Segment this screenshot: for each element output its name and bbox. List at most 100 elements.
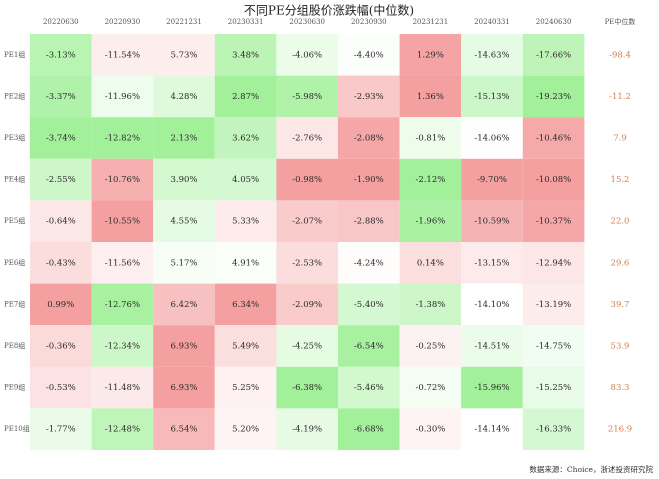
cell-value-label: -1.96% — [415, 217, 445, 227]
heatmap-cell — [153, 117, 215, 159]
cell-value-label: -19.23% — [536, 92, 571, 102]
cell-value-label: -9.70% — [477, 175, 507, 185]
heatmap-cell — [153, 200, 215, 242]
cell-value-label: 5.33% — [232, 217, 259, 227]
heatmap-cell — [91, 325, 154, 367]
heatmap-cell — [399, 325, 462, 367]
cell-value-label: -4.19% — [292, 425, 322, 435]
cell-value-label: -3.37% — [46, 92, 76, 102]
row-label: PE5组 — [4, 216, 25, 225]
cell-value-label: -2.07% — [292, 217, 322, 227]
heatmap-cell — [522, 75, 585, 118]
cell-value-label: -10.08% — [536, 175, 571, 185]
heatmap-cell — [30, 34, 92, 76]
cell-value-label: -2.09% — [292, 300, 322, 310]
heatmap-cell — [461, 75, 523, 118]
pe-median-value: -11.2 — [609, 92, 631, 102]
cell-value-label: -5.46% — [354, 383, 384, 393]
heatmap-cell — [214, 242, 277, 284]
chart-title: 不同PE分组股价涨跌幅(中位数) — [244, 3, 414, 18]
heatmap-cell — [214, 75, 277, 118]
cell-value-label: 4.05% — [232, 175, 259, 185]
cell-value-label: -2.08% — [354, 134, 384, 144]
cell-value-label: 1.29% — [417, 50, 444, 60]
cell-value-label: 5.25% — [232, 383, 259, 393]
heatmap-cell — [214, 366, 277, 409]
heatmap-cell — [276, 242, 338, 284]
heatmap-cell — [153, 366, 215, 409]
cell-value-label: 0.14% — [417, 258, 444, 268]
cell-value-label: -11.54% — [105, 50, 140, 60]
cell-value-label: -2.93% — [354, 92, 384, 102]
column-headers: 20220630 20220930 20221231 20230331 20230630… — [43, 18, 571, 26]
heatmap-cell — [153, 242, 215, 284]
row-label: PE4组 — [4, 175, 25, 184]
column-header: 20231231 — [413, 18, 449, 26]
heatmap-cell — [338, 283, 400, 326]
heatmap-cell — [30, 408, 92, 450]
row-label: PE2组 — [4, 91, 25, 100]
cell-value-label: 5.73% — [170, 50, 197, 60]
cell-value-label: 2.87% — [232, 92, 259, 102]
heatmap-cell — [91, 283, 154, 326]
heatmap-cell — [461, 283, 523, 326]
heatmap-cell — [399, 200, 462, 242]
heatmap-cell — [214, 158, 277, 201]
heatmap-cell — [399, 75, 462, 118]
heatmap-cell — [214, 34, 277, 76]
cell-value-label: -15.13% — [474, 92, 509, 102]
row-label: PE6组 — [4, 258, 25, 267]
heatmap-cells: -3.13% -11.54% 5.73% 3.48% -4.06% -4.40% 1.29%… — [30, 34, 585, 450]
heatmap-cell — [399, 242, 462, 284]
heatmap-cell — [461, 366, 523, 409]
heatmap-cell — [522, 242, 585, 284]
column-header: 20230630 — [289, 18, 325, 26]
heatmap-cell — [461, 408, 523, 450]
heatmap-cell — [214, 283, 277, 326]
heatmap-cell — [30, 283, 92, 326]
row-label: PE9组 — [4, 383, 25, 392]
heatmap-cell — [522, 158, 585, 201]
cell-value-label: -3.74% — [46, 134, 76, 144]
heatmap-cell — [153, 75, 215, 118]
heatmap-cell — [276, 366, 338, 409]
heatmap-cell — [338, 117, 400, 159]
heatmap-cell — [30, 200, 92, 242]
cell-value-label: -0.43% — [46, 258, 76, 268]
heatmap-cell — [30, 325, 92, 367]
cell-value-label: -1.90% — [354, 175, 384, 185]
heatmap-cell — [276, 75, 338, 118]
pe-median-header: PE中位数 — [605, 17, 636, 26]
cell-value-label: -5.98% — [292, 92, 322, 102]
cell-value-label: 3.62% — [232, 134, 259, 144]
heatmap-cell — [276, 158, 338, 201]
heatmap-cell — [153, 325, 215, 367]
cell-value-label: -2.12% — [415, 175, 445, 185]
heatmap-cell — [399, 366, 462, 409]
heatmap-cell — [91, 408, 154, 450]
heatmap-cell — [91, 75, 154, 118]
heatmap-cell — [399, 408, 462, 450]
heatmap-cell — [399, 283, 462, 326]
cell-value-label: -5.40% — [354, 300, 384, 310]
cell-value-label: 4.28% — [170, 92, 197, 102]
column-header: 20240331 — [474, 18, 510, 26]
cell-value-label: -14.63% — [474, 50, 509, 60]
heatmap-cell — [522, 34, 585, 76]
cell-value-label: -0.53% — [46, 383, 76, 393]
cell-value-label: -0.98% — [292, 175, 322, 185]
cell-value-label: -13.19% — [536, 300, 571, 310]
cell-value-label: -2.55% — [46, 175, 76, 185]
cell-value-label: -4.25% — [292, 342, 322, 352]
cell-value-label: -1.77% — [46, 425, 76, 435]
cell-value-label: -12.82% — [105, 134, 140, 144]
cell-value-label: 4.91% — [232, 258, 259, 268]
cell-value-label: -11.56% — [105, 258, 140, 268]
cell-value-label: 6.54% — [170, 425, 197, 435]
cell-value-label: -14.06% — [474, 134, 509, 144]
column-header: 20220630 — [43, 18, 79, 26]
heatmap-cell — [91, 117, 154, 159]
heatmap-cell — [399, 34, 462, 76]
pe-median-value: 53.9 — [611, 342, 630, 352]
